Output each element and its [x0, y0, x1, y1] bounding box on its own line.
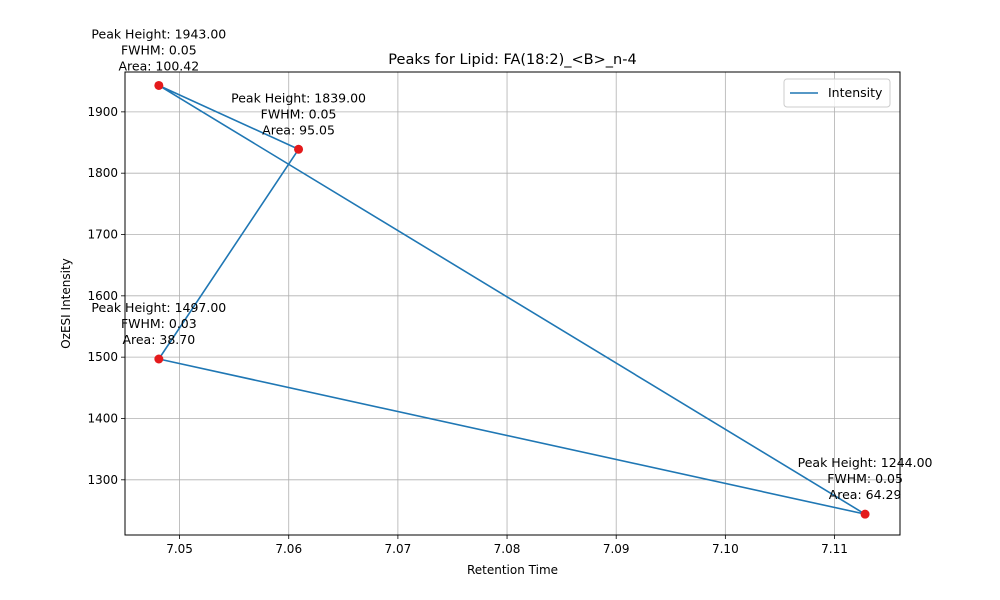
x-tick-label: 7.08 — [494, 542, 521, 556]
x-tick-label: 7.09 — [603, 542, 630, 556]
y-tick-label: 1400 — [87, 411, 118, 425]
peak-point — [860, 509, 870, 519]
y-tick-label: 1300 — [87, 473, 118, 487]
peak-annotation-line: Area: 100.42 — [118, 58, 199, 73]
peak-point — [294, 144, 304, 154]
peak-annotation-line: Area: 64.29 — [829, 487, 902, 502]
y-tick-label: 1600 — [87, 289, 118, 303]
peak-annotation-line: FWHM: 0.05 — [261, 106, 337, 121]
y-tick-label: 1900 — [87, 105, 118, 119]
x-tick-label: 7.10 — [712, 542, 739, 556]
legend: Intensity — [783, 78, 891, 108]
plot-frame — [124, 71, 901, 536]
peak-annotation-line: Area: 38.70 — [122, 332, 195, 347]
x-tick-label: 7.11 — [821, 542, 848, 556]
peak-annotation-line: FWHM: 0.05 — [121, 42, 197, 57]
peak-annotation-line: Peak Height: 1244.00 — [798, 455, 933, 470]
y-tick-label: 1800 — [87, 166, 118, 180]
peak-annotation-line: FWHM: 0.03 — [121, 316, 197, 331]
grid — [125, 72, 900, 535]
peak-point — [154, 80, 164, 90]
peak-annotation-line: Peak Height: 1497.00 — [91, 300, 226, 315]
y-tick-label: 1700 — [87, 228, 118, 242]
chart-title: Peaks for Lipid: FA(18:2)_<B>_n-4 — [388, 52, 636, 68]
points-layer — [154, 80, 870, 519]
peak-annotation-line: FWHM: 0.05 — [827, 471, 903, 486]
y-tick-label: 1500 — [87, 350, 118, 364]
x-axis-label: Retention Time — [467, 563, 558, 577]
x-tick-label: 7.05 — [166, 542, 193, 556]
peak-annotation-line: Peak Height: 1943.00 — [91, 26, 226, 41]
peak-annotation-line: Area: 95.05 — [262, 122, 335, 137]
legend-box — [783, 78, 891, 108]
x-tick-label: 7.06 — [275, 542, 302, 556]
legend-label: Intensity — [828, 85, 883, 100]
x-tick-label: 7.07 — [385, 542, 412, 556]
y-axis-label: OzESI Intensity — [59, 258, 73, 349]
ticks: 7.05 7.06 7.07 7.08 7.09 7.10 7.11 1300 1400 1500… — [87, 105, 847, 556]
peak-annotation-line: Peak Height: 1839.00 — [231, 90, 366, 105]
peak-point — [154, 354, 164, 364]
